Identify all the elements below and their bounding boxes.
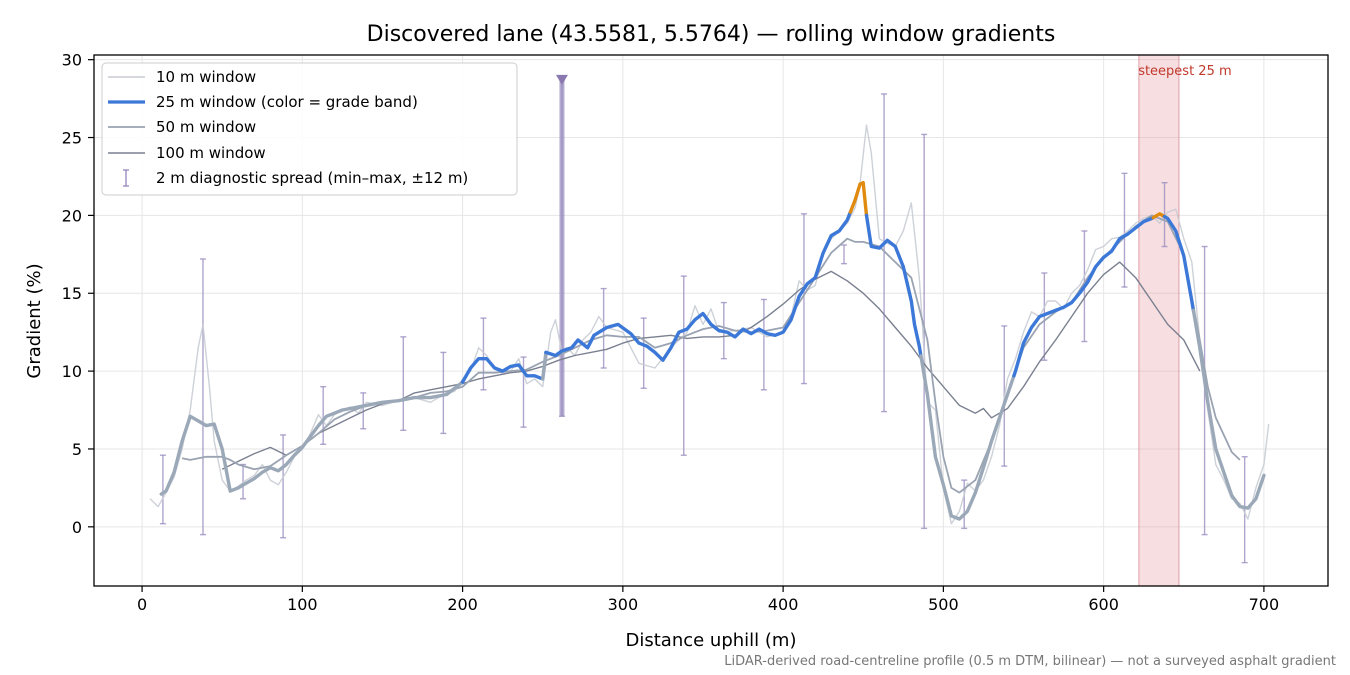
error-bar <box>400 336 407 431</box>
y-tick-label: 5 <box>72 440 82 459</box>
steepest-region <box>1138 54 1180 587</box>
series-line-25m-segment <box>159 380 465 496</box>
y-tick-label: 30 <box>62 51 82 70</box>
error-bar <box>881 93 888 413</box>
y-tick-label: 25 <box>62 129 82 148</box>
x-tick-label: 200 <box>447 595 478 614</box>
error-bar <box>680 275 687 456</box>
x-tick-label: 300 <box>608 595 639 614</box>
error-bar <box>760 298 767 391</box>
y-axis-label: Gradient (%) <box>24 263 45 378</box>
legend-label: 10 m window <box>156 68 256 86</box>
error-bar <box>841 244 848 265</box>
series-line-25m-segment <box>1012 215 1156 378</box>
error-bar <box>159 454 166 525</box>
series-line-25m-segment <box>460 357 545 384</box>
chart-title: Discovered lane (43.5581, 5.5764) — roll… <box>367 22 1056 47</box>
legend-label: 2 m diagnostic spread (min–max, ±12 m) <box>156 169 468 187</box>
series-line-25m-segment <box>1151 212 1167 220</box>
error-bar <box>1161 181 1168 248</box>
series-line-25m-segment <box>919 354 1016 521</box>
series-line-25m-segment <box>544 210 853 362</box>
steepest-region-label: steepest 25 m <box>1138 64 1231 79</box>
x-tick-label: 600 <box>1088 595 1119 614</box>
y-tick-label: 20 <box>62 206 82 225</box>
x-tick-label: 400 <box>768 595 799 614</box>
x-axis-label: Distance uphill (m) <box>626 630 797 651</box>
x-tick-label: 100 <box>287 595 318 614</box>
series-line-25m-segment <box>864 213 923 358</box>
footnote: LiDAR-derived road-centreline profile (0… <box>724 654 1336 669</box>
error-bar <box>280 434 287 539</box>
legend: 10 m window 25 m window (color = grade ba… <box>101 62 518 196</box>
y-tick-label: 0 <box>72 518 82 537</box>
plot-frame <box>93 54 1329 587</box>
x-tick-label: 0 <box>137 595 147 614</box>
error-bar <box>1041 272 1048 361</box>
x-tick-label: 500 <box>928 595 959 614</box>
plot-area: steepest 25 m 0 100 200 300 400 500 600 700 0 5 10 1… <box>62 51 1329 614</box>
error-bar <box>199 258 206 536</box>
error-bar <box>440 351 447 435</box>
error-bar <box>640 317 647 389</box>
y-tick-label: 10 <box>62 362 82 381</box>
legend-label: 100 m window <box>156 144 266 162</box>
x-tick-label: 700 <box>1249 595 1280 614</box>
series-line-25m-segment <box>541 350 548 381</box>
series-line-25m-segment <box>1191 308 1266 510</box>
legend-box <box>101 62 518 196</box>
y-tick-label: 15 <box>62 284 82 303</box>
error-bar <box>320 385 327 445</box>
error-bar <box>1241 456 1248 564</box>
series-line-25m-segment <box>1162 214 1196 313</box>
legend-label: 25 m window (color = grade band) <box>156 93 418 111</box>
error-bar <box>800 213 807 385</box>
error-bar <box>1121 172 1128 288</box>
series-line-25m-segment <box>848 180 869 218</box>
error-bar <box>921 133 928 530</box>
legend-label: 50 m window <box>156 118 256 136</box>
max-spread-marker-triangle <box>555 74 568 85</box>
